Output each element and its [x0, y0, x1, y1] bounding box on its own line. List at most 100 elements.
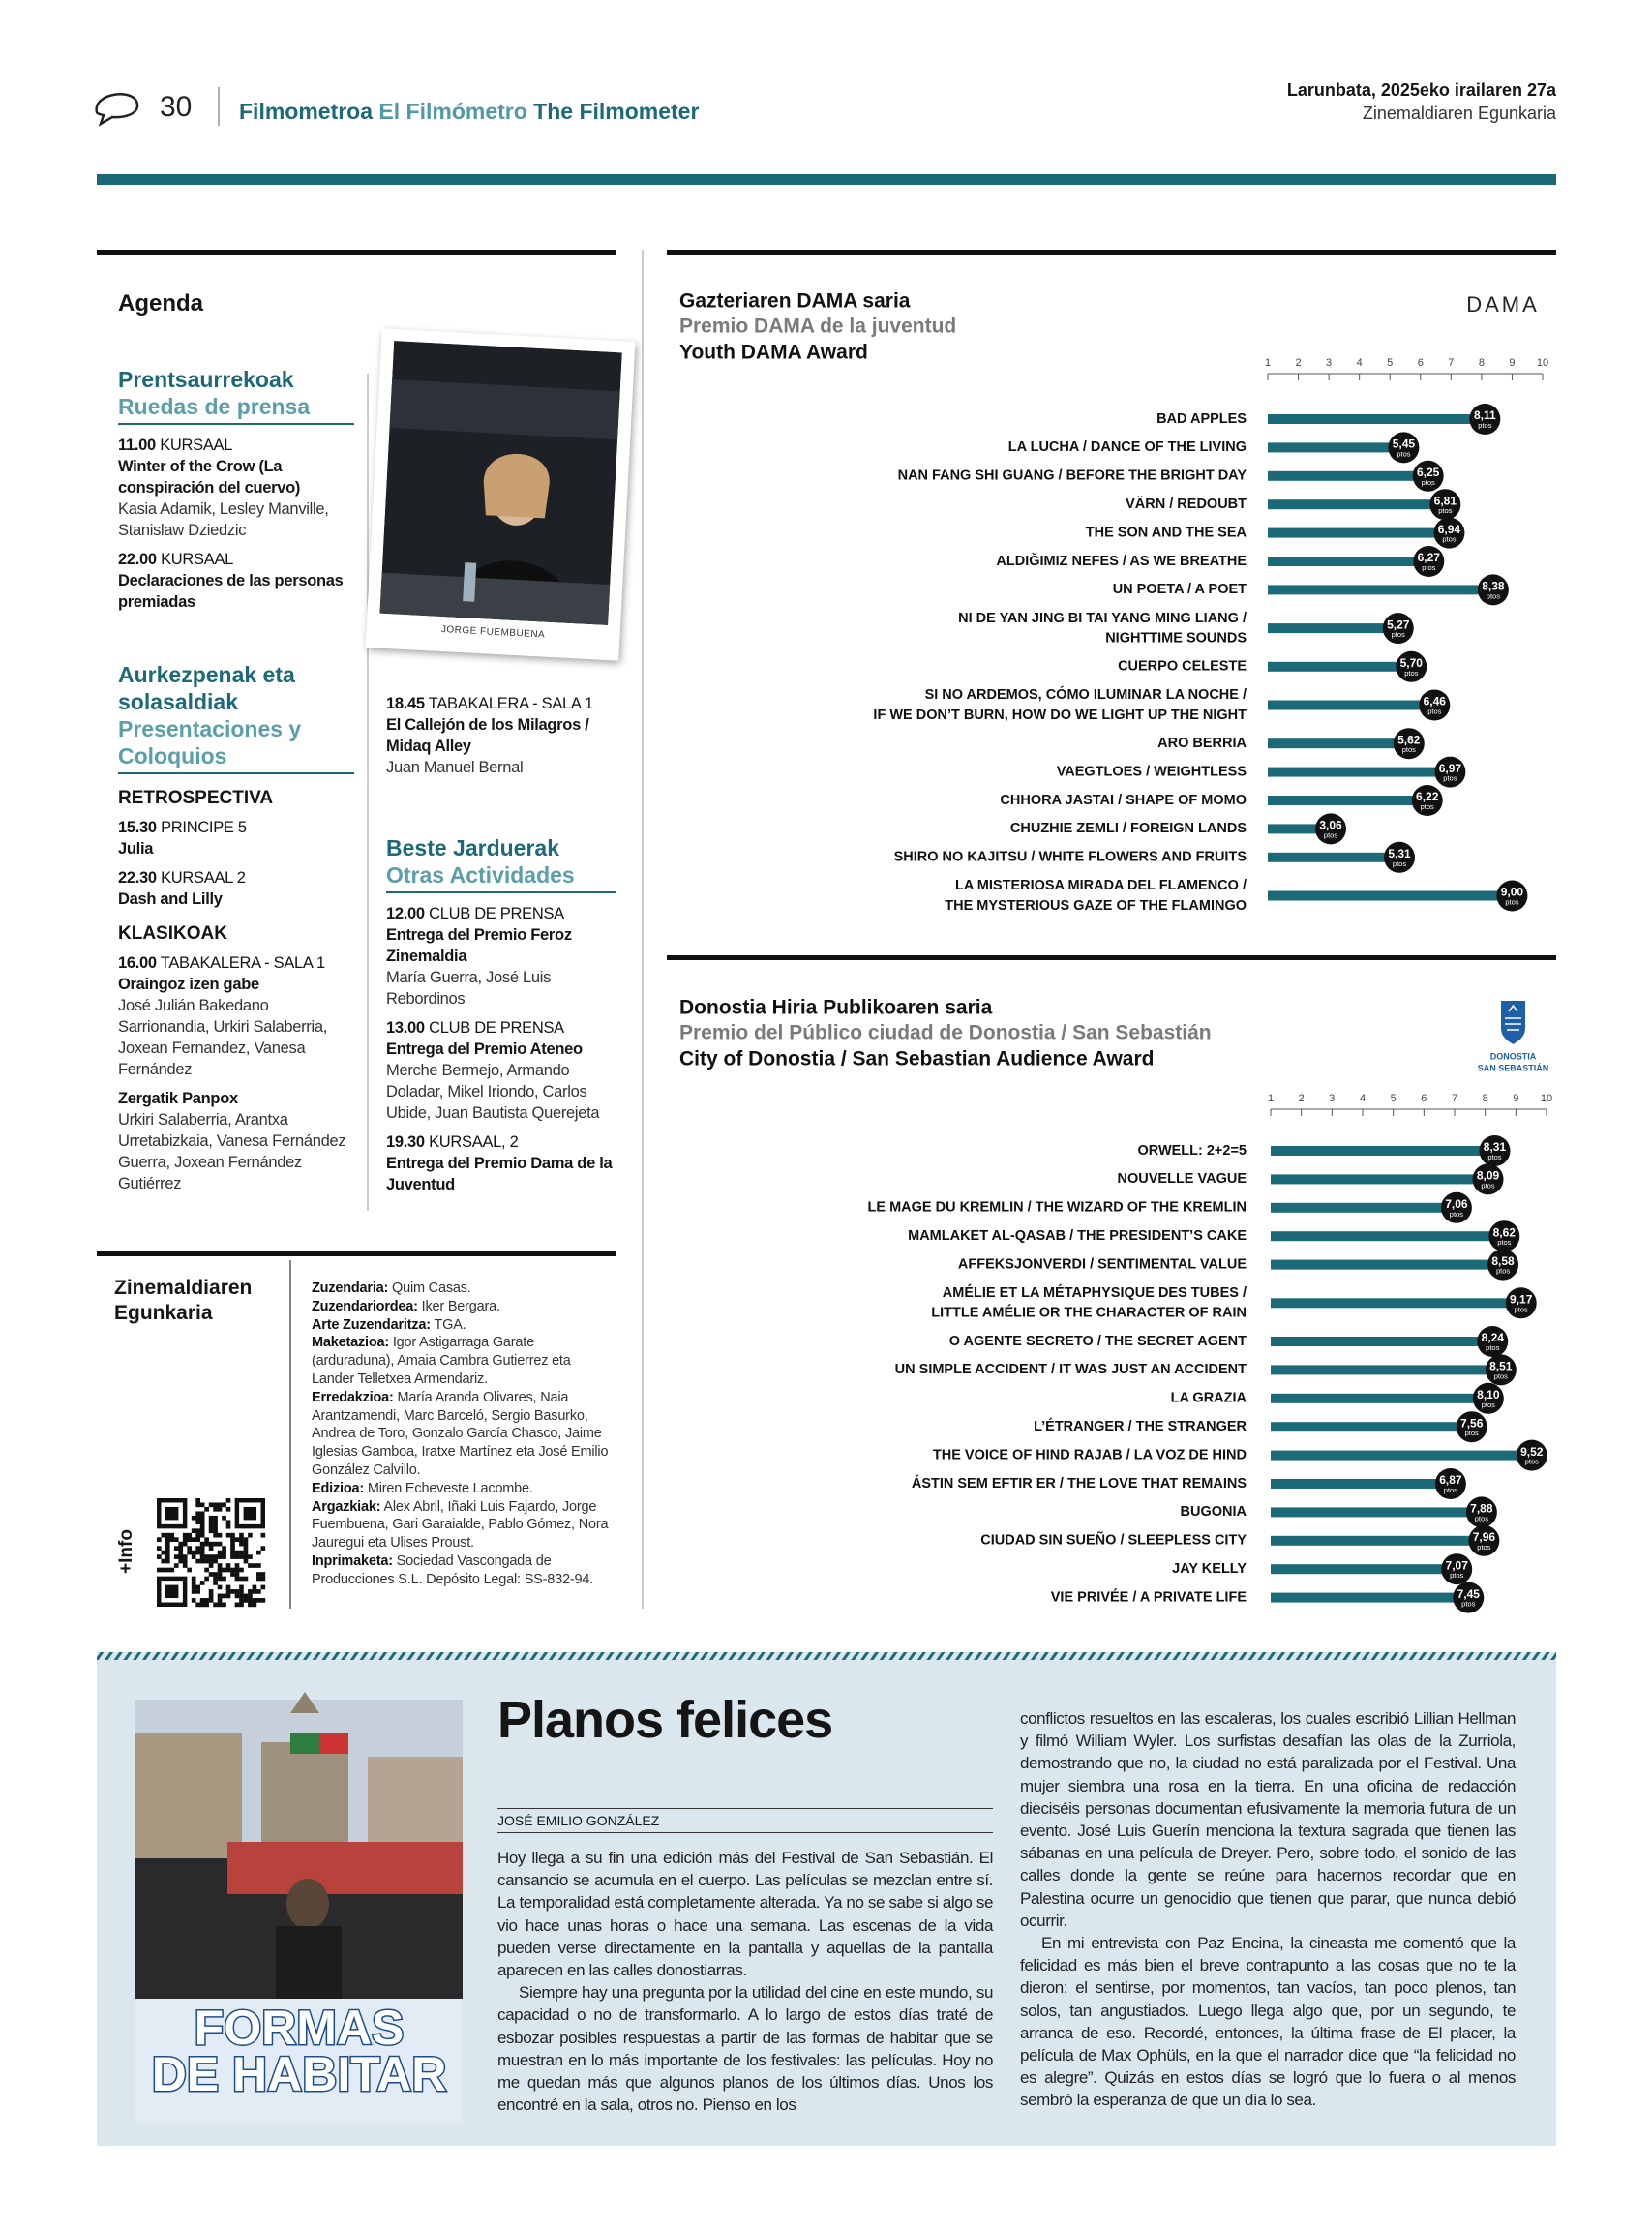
section-title: Aurkezpenak eta solasaldiak	[118, 662, 295, 714]
category-label: ORWELL: 2+2=5	[1137, 1143, 1247, 1159]
agenda-photo: JORGE FUEMBUENA	[365, 328, 636, 661]
city-shield	[1501, 1001, 1525, 1044]
item-time: 12.00	[386, 905, 425, 922]
value-label: 6,97	[1439, 762, 1462, 775]
bar	[1268, 824, 1332, 834]
category-label: THE SON AND THE SEA	[1086, 525, 1247, 540]
qr-cell	[187, 1537, 193, 1542]
city-logo-text: DONOSTIA	[1490, 1051, 1537, 1061]
item-time-place: 12.00 CLUB DE PRENSA	[386, 903, 616, 924]
category-label: MAMLAKET AL-QASAB / THE PRESIDENT’S CAKE	[908, 1228, 1247, 1244]
item-time: 22.30	[118, 869, 157, 887]
value-unit: ptos	[1481, 1181, 1494, 1190]
qr-cell	[165, 1550, 170, 1555]
value-unit: ptos	[1478, 421, 1491, 430]
agenda-item: 18.45 TABAKALERA - SALA 1 El Callejón de …	[386, 693, 618, 778]
qr-cell	[256, 1550, 261, 1555]
bar	[1268, 738, 1409, 749]
qr-cell	[191, 1550, 196, 1555]
category-label: NOUVELLE VAGUE	[1118, 1171, 1247, 1187]
x-tick-label: 2	[1295, 357, 1301, 369]
qr-cell	[213, 1572, 218, 1577]
x-tick-label: 6	[1418, 357, 1424, 369]
value-bubble	[1487, 1249, 1519, 1281]
qr-cell	[161, 1532, 166, 1538]
qr-cell	[234, 1563, 240, 1568]
publication: Zinemaldiaren Egunkaria	[1362, 104, 1556, 123]
bar	[1271, 1259, 1504, 1270]
qr-cell	[239, 1593, 244, 1599]
rule	[667, 250, 1556, 255]
item-place: KURSAAL, 2	[429, 1133, 519, 1151]
value-unit: ptos	[1422, 478, 1435, 487]
value-unit: ptos	[1482, 1401, 1495, 1409]
qr-cell	[239, 1532, 244, 1538]
section-en: The Filmometer	[533, 99, 700, 124]
qr-cell	[239, 1567, 244, 1573]
qr-finder	[243, 1506, 257, 1521]
qr-cell	[195, 1558, 200, 1564]
qr-cell	[169, 1537, 175, 1542]
bar	[1271, 1450, 1532, 1461]
qr-cell	[256, 1563, 261, 1568]
bar	[1268, 414, 1486, 424]
city-logo-text: SAN SEBASTIÁN	[1478, 1063, 1549, 1072]
value-bubble	[1429, 489, 1461, 521]
staff-role: Zuzendariordea:	[312, 1298, 418, 1314]
staff-role: Maketazioa:	[312, 1335, 389, 1351]
x-tick-label: 3	[1326, 357, 1332, 369]
qr-cell	[213, 1576, 218, 1582]
qr-cell	[222, 1576, 226, 1582]
qr-cell	[234, 1593, 240, 1599]
category-label: L’ÉTRANGER / THE STRANGER	[1034, 1418, 1247, 1434]
x-tick-label: 3	[1329, 1093, 1335, 1104]
x-tick-label: 5	[1387, 357, 1393, 369]
item-place: PRINCIPE 5	[161, 819, 247, 836]
agenda-item: 11.00 KURSAAL Winter of the Crow (La cons…	[118, 435, 354, 541]
qr-cell	[234, 1550, 240, 1555]
chart-subtitle: Premio del Público ciudad de Donostia / …	[679, 1022, 1212, 1044]
section-heading: Prentsaurrekoak Ruedas de prensa	[118, 366, 354, 425]
value-bubble	[1441, 1553, 1473, 1585]
agenda-item: 22.30 KURSAAL 2 Dash and Lilly	[118, 867, 354, 910]
qr-cell	[248, 1593, 253, 1599]
staff-entry: Zuzendaria: Quim Casas.	[312, 1280, 614, 1298]
item-time: 11.00	[118, 437, 156, 454]
qr-cell	[208, 1520, 214, 1525]
qr-cell	[234, 1602, 240, 1608]
category-label: UN SIMPLE ACCIDENT / IT WAS JUST AN ACCI…	[895, 1362, 1247, 1377]
category-label: THE VOICE OF HIND RAJAB / LA VOZ DE HIND	[933, 1447, 1247, 1462]
item-place: KURSAAL 2	[161, 869, 246, 887]
qr-cell	[256, 1589, 261, 1594]
qr-cell	[187, 1532, 193, 1538]
paragraph: En mi entrevista con Paz Encina, la cine…	[1020, 1934, 1516, 2110]
qr-cell	[213, 1541, 218, 1547]
rule	[97, 1251, 616, 1256]
qr-cell	[217, 1506, 223, 1512]
item-people: María Guerra, José Luis Rebordinos	[386, 969, 552, 1008]
qr-cell	[230, 1537, 235, 1542]
bar	[1271, 1535, 1485, 1546]
qr-cell	[225, 1506, 231, 1512]
value-label: 7,07	[1446, 1558, 1469, 1572]
qr-cell	[213, 1520, 218, 1525]
category-label: SI NO ARDEMOS, CÓMO ILUMINAR LA NOCHE / I…	[873, 685, 1247, 723]
staff-names: María Aranda Olivares, Naia Arantzamendi…	[312, 1389, 609, 1478]
bar	[1271, 1592, 1469, 1603]
chart-title-en: Youth DAMA Award	[679, 342, 868, 364]
staff-role: Inprimaketa:	[312, 1552, 393, 1569]
qr-cell	[230, 1567, 235, 1573]
qr-cell	[217, 1563, 223, 1568]
qr-cell	[165, 1532, 170, 1538]
qr-cell	[161, 1567, 166, 1573]
bar	[1271, 1202, 1457, 1213]
value-bubble	[1388, 432, 1420, 464]
item-time: 22.00	[118, 551, 157, 568]
qr-cell	[239, 1576, 244, 1582]
value-bubble	[1469, 404, 1501, 435]
value-unit: ptos	[1487, 1153, 1501, 1161]
section-title: Prentsaurrekoak	[118, 367, 294, 392]
item-place: CLUB DE PRENSA	[429, 905, 564, 922]
qr-cell	[199, 1520, 205, 1525]
qr-cell	[208, 1502, 214, 1508]
